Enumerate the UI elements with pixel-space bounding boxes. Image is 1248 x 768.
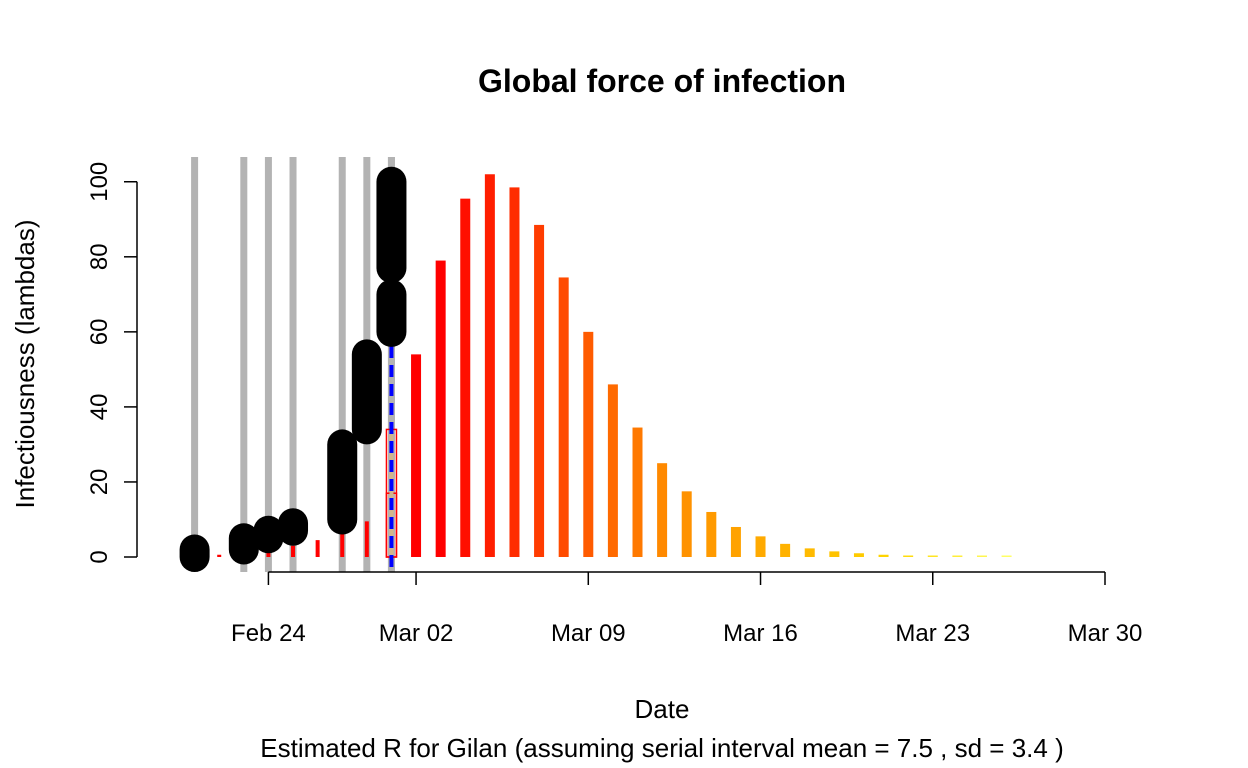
x-tick-label: Mar 09: [551, 620, 626, 647]
y-tick-label: 60: [86, 319, 113, 346]
y-tick-label: 0: [86, 550, 113, 563]
y-axis: 0 20 40 60 80 100: [86, 162, 138, 564]
lambda-bar: [1001, 555, 1012, 557]
lambda-bar: [411, 354, 422, 557]
y-tick-label: 80: [86, 243, 113, 270]
lambda-bars: [192, 174, 1012, 558]
lambda-bar: [315, 540, 320, 557]
lambda-bar: [755, 536, 766, 557]
y-axis-label: Infectiousness (lambdas): [10, 219, 40, 508]
chart-title: Global force of infection: [478, 63, 846, 99]
x-tick-label: Mar 23: [895, 620, 970, 647]
cumulative-case-segments: [179, 166, 407, 572]
x-tick-label: Mar 16: [723, 620, 798, 647]
y-tick-label: 20: [86, 469, 113, 496]
lambda-bar: [927, 555, 938, 557]
x-axis: Feb 24 Mar 02 Mar 09 Mar 16 Mar 23 Mar 30: [231, 571, 1143, 647]
lambda-bar: [829, 551, 840, 557]
lambda-bar: [730, 526, 741, 557]
lambda-bar: [583, 331, 594, 557]
lambda-bar: [706, 511, 717, 557]
lambda-bar: [217, 554, 222, 557]
x-tick-label: Feb 24: [231, 620, 306, 647]
lambda-bar: [804, 548, 815, 557]
lambda-bar: [340, 532, 345, 557]
lambda-bar: [607, 384, 618, 557]
lambda-bar: [509, 187, 520, 557]
lambda-bar: [878, 554, 889, 557]
y-tick-label: 100: [86, 162, 113, 202]
lambda-bar: [780, 543, 791, 557]
lambda-bar: [435, 260, 446, 557]
lambda-bar: [389, 429, 394, 557]
lambda-bar: [903, 555, 914, 557]
lambda-bar: [952, 555, 963, 557]
lambda-bar: [364, 521, 369, 557]
lambda-bar: [558, 277, 569, 557]
y-tick-label: 40: [86, 394, 113, 421]
lambda-bar: [291, 545, 296, 557]
lambda-bar: [853, 553, 864, 557]
lambda-bar: [657, 463, 668, 557]
lambda-bar: [632, 427, 643, 557]
lambda-bar: [976, 555, 987, 557]
x-axis-label: Date: [635, 694, 690, 724]
chart-subtitle: Estimated R for Gilan (assuming serial i…: [260, 733, 1063, 763]
lambda-bar: [484, 174, 495, 557]
lambda-bar: [534, 224, 545, 557]
x-tick-label: Mar 02: [379, 620, 454, 647]
x-tick-label: Mar 30: [1068, 620, 1143, 647]
lambda-bar: [681, 491, 692, 557]
lambda-bar: [460, 198, 471, 557]
